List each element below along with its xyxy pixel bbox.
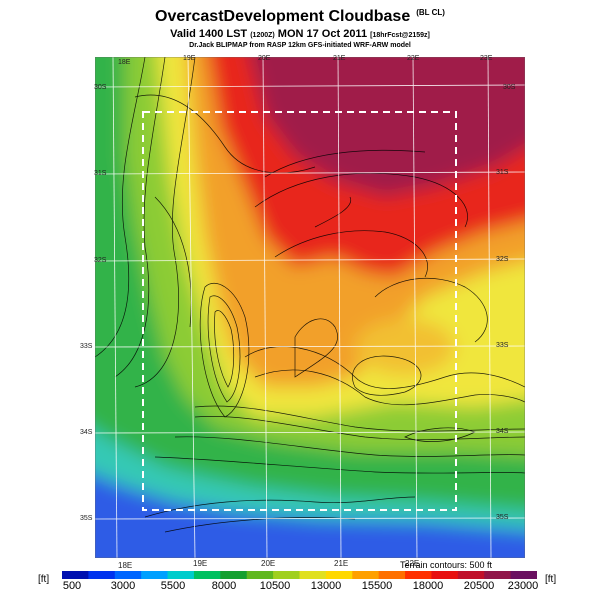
lon-label-top-2: 20E [258, 55, 271, 62]
lat-label-right-3: 33S [496, 342, 509, 349]
colorbar-swatch [405, 571, 432, 579]
colorbar-swatch [88, 571, 116, 579]
colorbar-tick-2: 5500 [160, 580, 186, 592]
valid-prefix: Valid 1400 LST [170, 28, 248, 40]
colorbar-tick-0: 500 [62, 580, 82, 592]
colorbar-unit-left: [ft] [38, 574, 50, 585]
colorbar-swatch [352, 571, 380, 579]
colorbar-tick-8: 20500 [463, 580, 495, 592]
cloudbase-map [95, 57, 525, 558]
colorbar-unit-right: [ft] [545, 574, 557, 585]
colorbar-tick-3: 8000 [211, 580, 237, 592]
terrain-contour-note: Terrain contours: 500 ft [400, 560, 493, 570]
colorbar-swatch [114, 571, 142, 579]
colorbar-swatch [246, 571, 274, 579]
colorbar-swatch [457, 571, 485, 579]
colorbar-swatch [431, 571, 459, 579]
lat-label-right-5: 35S [496, 514, 509, 521]
lon-label-top-1: 19E [183, 55, 196, 62]
colorbar-swatch [299, 571, 327, 579]
lat-label-right-2: 32S [496, 256, 509, 263]
colorbar [62, 571, 537, 579]
lat-label-left-5: 35S [80, 515, 93, 522]
lat-label-right-1: 31S [496, 169, 509, 176]
coastal-cyan-band [95, 430, 525, 531]
valid-suffix: [18hrFcst@2159z] [370, 32, 430, 39]
lon-label-top-4: 22E [407, 55, 420, 62]
lon-label-bottom-4: 22E [405, 559, 420, 568]
colorbar-tick-9: 23000 [507, 580, 539, 592]
title-text: OvercastDevelopment Cloudbase [155, 8, 411, 25]
colorbar-tick-1: 3000 [110, 580, 136, 592]
lat-label-left-0: 30S [94, 84, 107, 91]
lat-lon-grid [95, 57, 525, 558]
colorbar-swatch [220, 571, 248, 579]
lon-label-top-5: 23E [480, 55, 493, 62]
title-suffix: (BL CL) [416, 8, 445, 17]
colorbar-tick-6: 15500 [361, 580, 393, 592]
terrain-contours [95, 57, 525, 533]
lon-label-bottom-3: 21E [334, 559, 349, 568]
colorbar-swatch [510, 571, 537, 579]
valid-code: (1200Z) [250, 32, 275, 39]
valid-date: MON 17 Oct 2011 [277, 28, 368, 40]
colorbar-swatch [378, 571, 406, 579]
colorbar-swatch [141, 571, 169, 579]
valid-time-line: Valid 1400 LST (1200Z) MON 17 Oct 2011 [… [0, 28, 600, 40]
inner-domain-box [142, 111, 457, 511]
lon-label-bottom-0: 18E [118, 561, 133, 570]
colorbar-swatch [484, 571, 512, 579]
lat-label-right-0: 30S [503, 84, 516, 91]
colorbar-swatch [273, 571, 300, 579]
colorbar-tick-4: 10500 [259, 580, 291, 592]
lon-label-bottom-2: 20E [261, 559, 276, 568]
lon-label-top-0: 18E [118, 59, 131, 66]
colorbar-swatch [325, 571, 353, 579]
credit-line: Dr.Jack BLIPMAP from RASP 12km GFS-initi… [189, 42, 411, 49]
map-title: OvercastDevelopment Cloudbase (BL CL) [0, 8, 600, 26]
lat-label-right-4: 34S [496, 428, 509, 435]
colorbar-tick-5: 13000 [310, 580, 342, 592]
lat-label-left-4: 34S [80, 429, 93, 436]
colorbar-swatch [167, 571, 195, 579]
orange-plateau-east [355, 319, 455, 375]
lat-label-left-2: 32S [94, 257, 107, 264]
lat-label-left-1: 31S [94, 170, 107, 177]
colorbar-swatch [62, 571, 89, 579]
colorbar-swatch [193, 571, 221, 579]
colorbar-tick-7: 18000 [412, 580, 444, 592]
lat-label-left-3: 33S [80, 343, 93, 350]
lon-label-top-3: 21E [333, 55, 346, 62]
lon-label-bottom-1: 19E [193, 559, 208, 568]
